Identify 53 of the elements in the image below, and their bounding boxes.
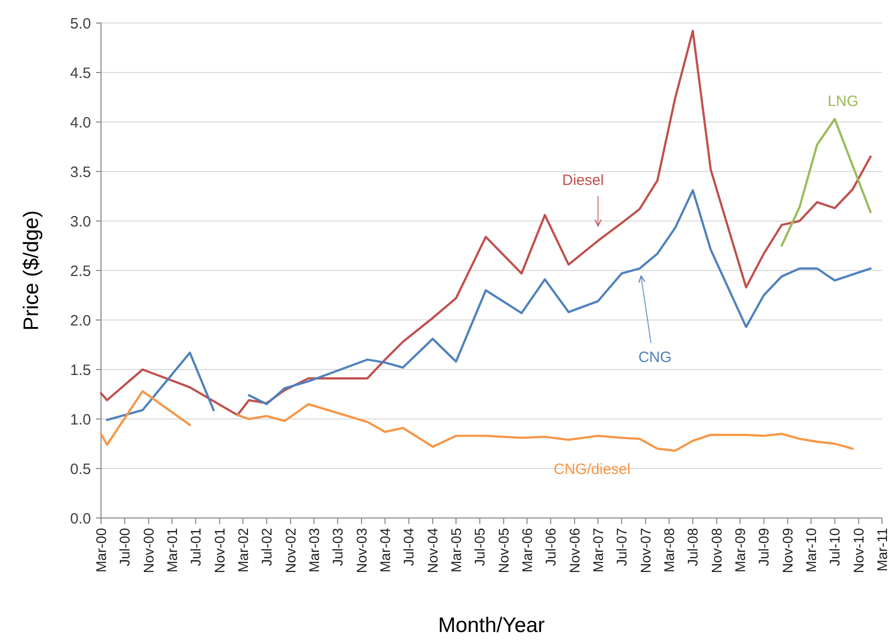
y-tick-label: 2.5 xyxy=(70,262,91,280)
x-tick-label: Nov-09 xyxy=(780,528,796,574)
y-axis-title: Price ($/dge) xyxy=(20,210,43,331)
series-label: LNG xyxy=(828,93,858,110)
x-tick-label: Mar-08 xyxy=(661,528,678,572)
x-axis-title: Month/Year xyxy=(438,614,545,637)
x-tick-label: Jul-03 xyxy=(330,528,346,566)
y-tick-label: 2.0 xyxy=(70,312,91,330)
x-tick-label: Mar-06 xyxy=(518,528,535,572)
x-tick-label: Nov-02 xyxy=(282,528,298,574)
y-tick-label: 0.5 xyxy=(70,460,91,478)
x-tick-label: Jul-00 xyxy=(116,528,133,566)
y-tick-label: 0.0 xyxy=(70,510,91,528)
x-tick-label: Nov-00 xyxy=(140,528,157,574)
y-tick-label: 1.0 xyxy=(70,411,91,428)
y-tick-label: 4.5 xyxy=(70,64,91,82)
x-tick-label: Mar-02 xyxy=(234,528,251,572)
x-tick-label: Nov-10 xyxy=(850,528,867,574)
text: CNG xyxy=(638,349,672,366)
x-tick-label: Mar-11 xyxy=(874,528,890,572)
x-tick-label: Nov-03 xyxy=(353,528,370,574)
y-tick-label: 4.0 xyxy=(70,114,91,132)
y-tick-label: 3.5 xyxy=(70,164,91,181)
x-tick-label: Mar-00 xyxy=(92,528,109,572)
line-series xyxy=(780,118,872,247)
x-tick-label: Nov-06 xyxy=(566,528,583,574)
x-tick-label: Nov-05 xyxy=(496,528,512,574)
x-tick-label: Mar-10 xyxy=(802,528,819,572)
x-tick-label: Jul-10 xyxy=(826,528,843,566)
y-tick-label: 3.0 xyxy=(70,213,91,230)
x-tick-label: Jul-07 xyxy=(614,528,630,566)
x-tick-label: Jul-09 xyxy=(756,528,772,566)
x-tick-label: Mar-07 xyxy=(590,528,606,572)
x-tick-label: Nov-07 xyxy=(637,528,654,574)
x-tick-label: Jul-02 xyxy=(258,528,275,566)
x-tick-label: Mar-03 xyxy=(306,528,322,572)
x-tick-label: Mar-05 xyxy=(448,528,464,572)
x-tick-label: Jul-08 xyxy=(684,528,701,566)
x-tick-label: Nov-08 xyxy=(708,528,725,574)
x-tick-label: Jul-01 xyxy=(188,528,204,566)
x-tick-label: Mar-01 xyxy=(164,528,180,572)
x-tick-label: Jul-06 xyxy=(542,528,559,566)
series-label: CNG/diesel xyxy=(554,461,630,478)
x-tick-label: Nov-01 xyxy=(212,528,228,574)
x-tick-label: Mar-04 xyxy=(376,528,393,572)
x-tick-label: Nov-04 xyxy=(424,528,441,574)
x-tick-label: Mar-09 xyxy=(732,528,748,572)
y-tick-label: 1.5 xyxy=(70,362,91,379)
text: Diesel xyxy=(562,172,604,189)
x-tick-label: Jul-05 xyxy=(472,528,488,566)
x-tick-label: Jul-04 xyxy=(400,528,417,566)
y-tick-label: 5.0 xyxy=(70,15,91,32)
line-series xyxy=(100,30,872,416)
